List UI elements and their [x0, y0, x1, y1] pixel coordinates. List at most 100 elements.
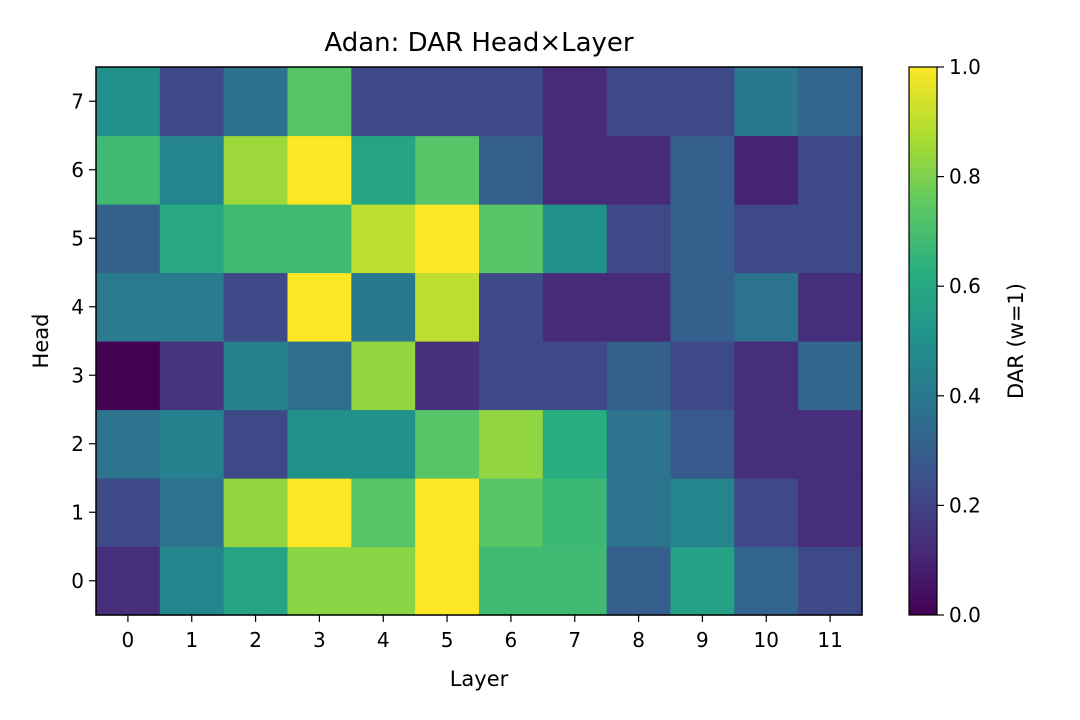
- x-tick-label: 10: [754, 628, 779, 652]
- heatmap-cell: [223, 67, 289, 137]
- heatmap-cell: [734, 341, 799, 411]
- heatmap-cell: [734, 135, 799, 205]
- heatmap-cell: [96, 409, 161, 479]
- heatmap-cell: [223, 478, 289, 548]
- heatmap-cell: [479, 409, 544, 479]
- heatmap-cell: [159, 67, 225, 137]
- heatmap-cell: [287, 546, 352, 616]
- heatmap-cell: [542, 478, 608, 548]
- x-tick-label: 2: [249, 628, 262, 652]
- heatmap-cell: [479, 341, 544, 411]
- x-tick-label: 5: [441, 628, 454, 652]
- heatmap-cell: [542, 135, 608, 205]
- heatmap-cell: [734, 67, 799, 137]
- x-tick-label: 7: [568, 628, 581, 652]
- heatmap-cell: [670, 341, 735, 411]
- heatmap-cell: [734, 204, 799, 274]
- heatmap-cell: [798, 478, 863, 548]
- x-tick-label: 3: [313, 628, 326, 652]
- colorbar-tick-label: 0.4: [949, 384, 981, 408]
- x-tick-label: 9: [696, 628, 709, 652]
- y-tick-label: 2: [71, 432, 84, 456]
- heatmap-cell: [415, 135, 480, 205]
- heatmap-cell: [159, 478, 225, 548]
- heatmap-cell: [415, 478, 480, 548]
- colorbar-ticks: 0.0 0.2 0.4 0.6 0.8 1.0: [937, 55, 981, 627]
- heatmap-cell: [96, 135, 161, 205]
- heatmap-cell: [159, 409, 225, 479]
- heatmap-cell: [351, 409, 416, 479]
- heatmap-cell: [606, 478, 672, 548]
- heatmap-cell: [798, 546, 863, 616]
- heatmap-cell: [415, 272, 480, 342]
- heatmap-cell: [287, 135, 352, 205]
- heatmap-cell: [351, 546, 416, 616]
- heatmap-cell: [159, 204, 225, 274]
- heatmap-cell: [479, 546, 544, 616]
- y-tick-label: 0: [71, 569, 84, 593]
- heatmap-cell: [287, 272, 352, 342]
- heatmap-cell: [351, 341, 416, 411]
- colorbar-tick-label: 0.6: [949, 274, 981, 298]
- heatmap-cell: [415, 67, 480, 137]
- heatmap-cell: [96, 272, 161, 342]
- heatmap-cell: [734, 478, 799, 548]
- heatmap-cell: [670, 478, 735, 548]
- heatmap-cells: [96, 67, 863, 616]
- chart-title: Adan: DAR Head×Layer: [324, 28, 634, 58]
- heatmap-cell: [415, 204, 480, 274]
- heatmap-cell: [415, 409, 480, 479]
- heatmap-cell: [670, 272, 735, 342]
- heatmap-cell: [415, 546, 480, 616]
- x-tick-label: 8: [632, 628, 645, 652]
- colorbar-label: DAR (w=1): [1004, 283, 1028, 399]
- heatmap-cell: [479, 67, 544, 137]
- x-axis-label: Layer: [450, 667, 509, 691]
- heatmap-cell: [159, 135, 225, 205]
- heatmap-cell: [670, 204, 735, 274]
- heatmap-cell: [223, 341, 289, 411]
- heatmap-cell: [96, 204, 161, 274]
- y-axis-ticks: 0 1 2 3 4 5 6 7: [71, 89, 96, 593]
- heatmap-cell: [351, 204, 416, 274]
- heatmap-cell: [542, 204, 608, 274]
- heatmap-cell: [798, 409, 863, 479]
- y-tick-label: 5: [71, 226, 84, 250]
- heatmap-cell: [96, 341, 161, 411]
- heatmap-cell: [287, 341, 352, 411]
- heatmap-cell: [287, 478, 352, 548]
- heatmap-cell: [479, 135, 544, 205]
- heatmap-cell: [223, 272, 289, 342]
- heatmap-cell: [670, 409, 735, 479]
- heatmap-cell: [798, 135, 863, 205]
- x-tick-label: 11: [817, 628, 842, 652]
- heatmap-cell: [542, 272, 608, 342]
- heatmap-cell: [606, 67, 672, 137]
- x-tick-label: 4: [377, 628, 390, 652]
- heatmap-cell: [798, 67, 863, 137]
- heatmap-cell: [734, 546, 799, 616]
- heatmap-cell: [542, 546, 608, 616]
- x-axis-ticks: 0 1 2 3 4 5 6 7 8 9 10 11: [122, 615, 843, 652]
- x-tick-label: 6: [505, 628, 518, 652]
- y-tick-label: 6: [71, 158, 84, 182]
- heatmap-cell: [223, 204, 289, 274]
- heatmap-cell: [351, 272, 416, 342]
- heatmap-cell: [159, 272, 225, 342]
- heatmap-cell: [96, 478, 161, 548]
- y-tick-label: 7: [71, 89, 84, 113]
- heatmap-cell: [351, 478, 416, 548]
- colorbar-tick-label: 1.0: [949, 55, 981, 79]
- heatmap-cell: [287, 204, 352, 274]
- heatmap-cell: [287, 409, 352, 479]
- x-tick-label: 0: [122, 628, 135, 652]
- colorbar: [908, 66, 938, 616]
- heatmap-cell: [542, 341, 608, 411]
- heatmap-cell: [287, 67, 352, 137]
- heatmap-cell: [351, 135, 416, 205]
- heatmap-cell: [223, 546, 289, 616]
- heatmap-cell: [798, 272, 863, 342]
- heatmap-cell: [734, 272, 799, 342]
- heatmap-cell: [223, 409, 289, 479]
